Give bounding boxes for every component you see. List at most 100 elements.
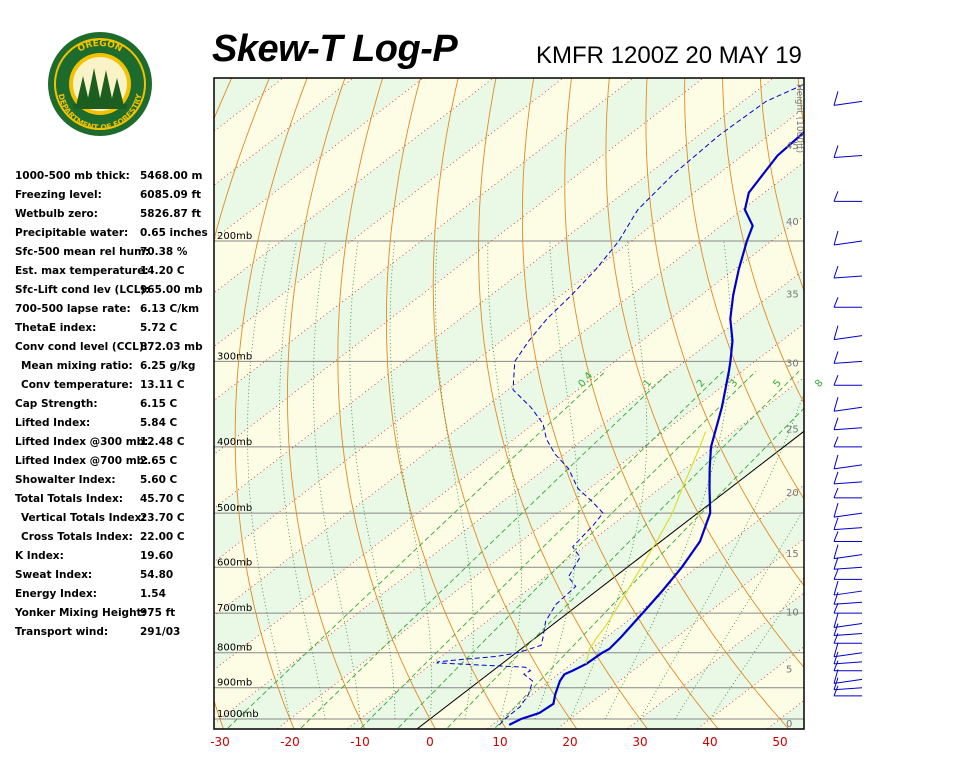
isotherm-line xyxy=(214,107,804,563)
wind-barb-flag xyxy=(833,623,839,636)
index-value: 54.80 xyxy=(140,569,174,581)
temperature-tick-label: 40 xyxy=(702,735,717,749)
index-label: Freezing level: xyxy=(15,189,102,201)
temperature-band xyxy=(556,538,804,729)
index-value: 2.65 C xyxy=(140,455,178,467)
temperature-band xyxy=(214,108,804,616)
moist-adiabat-line xyxy=(569,240,648,720)
temperature-band xyxy=(214,215,804,724)
dry-adiabat-line xyxy=(385,78,507,729)
index-row: Energy Index: 1.54 xyxy=(15,588,215,607)
mixing-ratio-label: 3 xyxy=(728,378,741,390)
height-axis-label: Height (1000ft) xyxy=(794,84,804,153)
moist-adiabat-line xyxy=(639,391,804,720)
temperature-band xyxy=(214,78,804,563)
temperature-band xyxy=(214,78,494,293)
mixing-ratio-line xyxy=(299,370,671,729)
isotherm-line xyxy=(276,323,804,729)
isotherm-line xyxy=(214,78,774,509)
height-tick-label: 30 xyxy=(786,358,799,369)
temperature-tick-label: 20 xyxy=(562,735,577,749)
temperature-band xyxy=(214,78,354,186)
wind-barb-flag xyxy=(833,417,839,430)
parcel-path-line xyxy=(585,431,707,664)
wind-barb xyxy=(833,687,863,691)
wind-barb-flag xyxy=(833,677,839,690)
isobar-label: 200mb xyxy=(217,231,252,242)
index-label: ThetaE index: xyxy=(15,322,97,334)
wind-barb-flag xyxy=(833,471,839,485)
index-label: Lifted Index: xyxy=(15,417,91,429)
wind-barb-flag xyxy=(833,454,839,470)
dry-adiabat-line xyxy=(432,78,578,729)
index-row: Cap Strength: 6.15 C xyxy=(15,398,215,417)
temperature-profile-line xyxy=(508,130,804,726)
wind-barb-flag xyxy=(833,351,839,364)
temperature-band xyxy=(831,35,960,733)
index-row: Sfc-500 mean rel hum: 70.38 % xyxy=(15,246,215,265)
temperature-tick-label: -30 xyxy=(210,735,230,749)
mixing-ratio-label: 5 xyxy=(771,378,784,390)
dry-adiabat-line xyxy=(478,78,649,729)
height-tick-label: 40 xyxy=(786,217,799,228)
wind-barb xyxy=(833,464,863,470)
dry-adiabat-line xyxy=(234,78,308,729)
height-tick-label: 20 xyxy=(786,488,799,499)
height-tick-label: 25 xyxy=(786,425,799,436)
index-label: Cap Strength: xyxy=(15,398,98,410)
dry-adiabat-line xyxy=(521,78,719,729)
index-value: 6.13 C/km xyxy=(140,303,200,315)
wind-barb-flag xyxy=(833,375,839,386)
index-label: Sfc-500 mean rel hum: xyxy=(15,246,150,258)
index-label: Cross Totals Index: xyxy=(21,531,133,543)
isobar-label: 500mb xyxy=(217,503,252,514)
moist-adiabat-line xyxy=(604,240,732,720)
wind-barb-flag xyxy=(833,544,839,559)
index-row: Wetbulb zero: 5826.87 ft xyxy=(15,208,215,227)
station-time-label: KMFR 1200Z 20 MAY 19 xyxy=(536,42,802,69)
index-label: Mean mixing ratio: xyxy=(21,360,133,372)
temperature-band xyxy=(626,592,804,729)
isotherm-line xyxy=(214,161,804,617)
temperature-band xyxy=(346,377,804,729)
isobar-label: 600mb xyxy=(217,557,252,568)
temperature-band xyxy=(276,323,804,729)
wind-barb-flag xyxy=(833,557,839,570)
index-label: Precipitable water: xyxy=(15,227,129,239)
index-row: Sweat Index: 54.80 xyxy=(15,569,215,588)
wind-barb xyxy=(833,481,863,485)
height-tick-label: 0 xyxy=(786,719,792,730)
wind-barb-flag xyxy=(833,145,839,158)
index-value: 45.70 C xyxy=(140,493,185,505)
wind-barb xyxy=(833,678,863,684)
index-value: 6.15 C xyxy=(140,398,178,410)
isobar-label: 700mb xyxy=(217,603,252,614)
index-value: 5.72 C xyxy=(140,322,178,334)
index-value: 5826.87 ft xyxy=(140,208,202,220)
index-label: Est. max temperature: xyxy=(15,265,149,277)
height-tick-label: 15 xyxy=(786,549,799,560)
wind-barb-flag xyxy=(833,531,839,542)
height-tick-label: 5 xyxy=(786,664,792,675)
wind-barb xyxy=(833,360,863,364)
index-value: 5468.00 m xyxy=(140,170,203,182)
index-label: Total Totals Index: xyxy=(15,493,123,505)
height-tick-label: 45 xyxy=(786,141,799,152)
index-value: 14.20 C xyxy=(140,265,185,277)
wind-barb-flag xyxy=(833,91,839,106)
temperature-tick-label: 50 xyxy=(772,735,787,749)
index-value: 975 ft xyxy=(140,607,176,619)
chart-title: Skew-T Log-P xyxy=(212,28,458,70)
index-label: 1000-500 mb thick: xyxy=(15,170,130,182)
index-label: Lifted Index @700 mb: xyxy=(15,455,149,467)
wind-barb-flag xyxy=(833,502,839,518)
index-label: Sfc-Lift cond lev (LCL): xyxy=(15,284,150,296)
svg-text:OREGON: OREGON xyxy=(76,39,124,55)
mixing-ratio-label: 1 xyxy=(642,378,655,390)
index-value: 23.70 C xyxy=(140,512,185,524)
isobar-label: 300mb xyxy=(217,351,252,362)
wind-barb xyxy=(833,406,863,412)
index-row: Total Totals Index: 45.70 C xyxy=(15,493,215,512)
dry-adiabat-line xyxy=(337,78,437,729)
wind-barb xyxy=(833,155,863,159)
